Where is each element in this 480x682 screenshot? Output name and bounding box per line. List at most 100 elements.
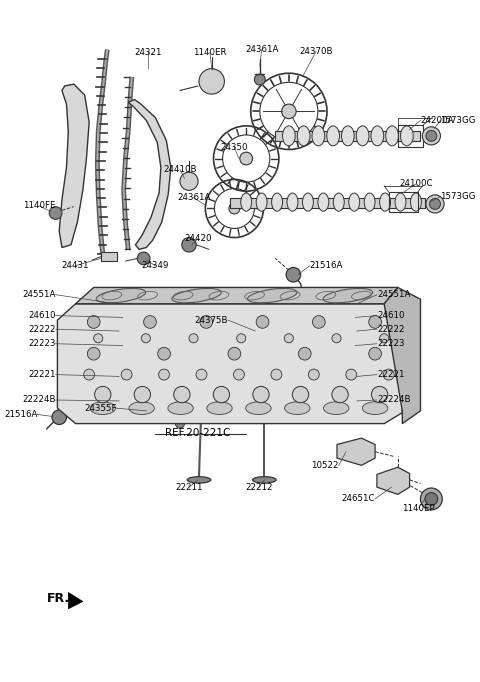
Polygon shape (377, 467, 409, 494)
Circle shape (254, 74, 265, 85)
Ellipse shape (324, 402, 349, 415)
Ellipse shape (252, 477, 276, 483)
Ellipse shape (395, 193, 406, 211)
Circle shape (84, 369, 95, 380)
Circle shape (369, 316, 382, 328)
Text: 22223: 22223 (377, 339, 405, 349)
Circle shape (425, 492, 438, 505)
Circle shape (299, 347, 311, 360)
Circle shape (430, 198, 441, 209)
Ellipse shape (248, 288, 297, 303)
Polygon shape (337, 438, 375, 465)
Ellipse shape (120, 398, 136, 405)
Circle shape (158, 347, 170, 360)
Ellipse shape (318, 193, 329, 211)
Circle shape (256, 316, 269, 328)
Text: 24610: 24610 (377, 311, 405, 320)
Ellipse shape (356, 126, 369, 146)
Circle shape (94, 333, 103, 343)
Circle shape (426, 130, 437, 141)
Text: 24420: 24420 (184, 234, 212, 243)
Circle shape (175, 419, 184, 428)
Circle shape (346, 369, 357, 380)
Text: 1573GG: 1573GG (441, 116, 476, 125)
Text: 22221: 22221 (377, 370, 405, 379)
Circle shape (422, 127, 441, 145)
Ellipse shape (349, 193, 360, 211)
Text: 24355F: 24355F (84, 404, 116, 413)
Ellipse shape (172, 288, 221, 303)
Polygon shape (68, 593, 83, 609)
Polygon shape (59, 84, 89, 248)
Polygon shape (384, 287, 420, 424)
Ellipse shape (362, 402, 388, 415)
Circle shape (332, 387, 348, 403)
Circle shape (292, 387, 309, 403)
Text: 1140ER: 1140ER (193, 48, 227, 57)
Text: 24551A: 24551A (377, 291, 410, 299)
Text: 1573GG: 1573GG (441, 192, 476, 201)
Ellipse shape (129, 402, 155, 415)
Bar (398, 125, 423, 147)
Ellipse shape (241, 193, 252, 211)
Text: 24200A: 24200A (420, 116, 454, 125)
Text: 24651C: 24651C (342, 494, 375, 503)
Circle shape (95, 387, 111, 403)
Ellipse shape (283, 126, 295, 146)
Ellipse shape (297, 126, 310, 146)
Ellipse shape (380, 193, 391, 211)
Circle shape (312, 316, 325, 328)
Ellipse shape (386, 126, 398, 146)
Text: 22224B: 22224B (377, 396, 410, 404)
Text: 1140EP: 1140EP (402, 503, 435, 512)
Text: 22222: 22222 (377, 325, 405, 333)
Circle shape (420, 488, 442, 510)
Circle shape (142, 333, 150, 343)
Text: 24321: 24321 (134, 48, 162, 57)
Text: 22221: 22221 (28, 370, 56, 379)
Circle shape (144, 316, 156, 328)
Circle shape (189, 333, 198, 343)
Circle shape (200, 316, 213, 328)
Polygon shape (58, 303, 402, 424)
Circle shape (196, 369, 207, 380)
Ellipse shape (287, 193, 298, 211)
Circle shape (372, 387, 388, 403)
Ellipse shape (285, 402, 310, 415)
Text: 24361A: 24361A (245, 45, 278, 54)
Polygon shape (128, 100, 171, 250)
Text: 21516A: 21516A (4, 410, 37, 419)
Circle shape (180, 172, 198, 190)
Ellipse shape (400, 126, 413, 146)
Ellipse shape (371, 126, 384, 146)
Circle shape (284, 333, 293, 343)
Text: REF.20-221C: REF.20-221C (166, 428, 231, 438)
Text: 24361A: 24361A (177, 193, 210, 202)
Text: 24370B: 24370B (300, 47, 333, 56)
Text: 24551A: 24551A (22, 291, 56, 299)
Circle shape (237, 333, 246, 343)
Circle shape (174, 387, 190, 403)
Ellipse shape (302, 193, 313, 211)
Text: 22223: 22223 (28, 339, 56, 349)
Text: FR.: FR. (47, 592, 70, 606)
Text: 24431: 24431 (62, 261, 89, 270)
Ellipse shape (341, 314, 354, 321)
Ellipse shape (153, 408, 170, 417)
Ellipse shape (207, 402, 232, 415)
Circle shape (229, 203, 240, 214)
Ellipse shape (333, 193, 344, 211)
Bar (230, 198, 425, 207)
Circle shape (52, 410, 66, 424)
Ellipse shape (122, 314, 134, 321)
Ellipse shape (187, 477, 211, 483)
Circle shape (253, 387, 269, 403)
Circle shape (121, 369, 132, 380)
Text: 24349: 24349 (142, 261, 169, 270)
Ellipse shape (312, 126, 324, 146)
Text: 24100C: 24100C (399, 179, 432, 188)
Ellipse shape (90, 402, 116, 415)
Circle shape (87, 347, 100, 360)
Circle shape (228, 347, 241, 360)
Circle shape (380, 333, 389, 343)
